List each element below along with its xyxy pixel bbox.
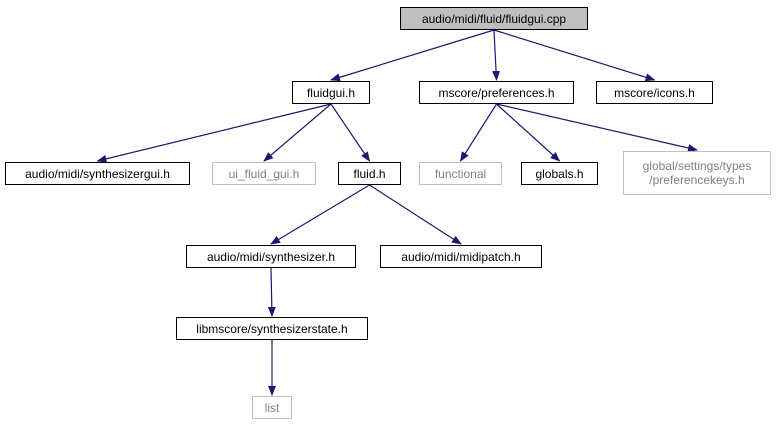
node-functional[interactable]: functional xyxy=(419,162,502,185)
edge-fluidgui_h-to-synthesizergui_h xyxy=(96,103,332,163)
node-synthesizer-h[interactable]: audio/midi/synthesizer.h xyxy=(186,245,356,268)
node-synthesizerstate-h[interactable]: libmscore/synthesizerstate.h xyxy=(176,317,368,340)
node-label: audio/midi/synthesizer.h xyxy=(206,249,336,264)
edge-fluid_h-to-synthesizer_h xyxy=(270,184,370,245)
node-label: functional xyxy=(434,166,487,181)
edge-fluidgui_h-to-ui_fluid_gui_h xyxy=(263,103,332,162)
edge-preferences_h-to-globals_h xyxy=(496,103,561,162)
node-label: ui_fluid_gui.h xyxy=(228,166,300,181)
edge-root-to-icons_h xyxy=(493,29,656,82)
edge-root-to-fluidgui_h xyxy=(330,29,495,82)
node-preferences-h[interactable]: mscore/preferences.h xyxy=(419,81,574,104)
node-midipatch-h[interactable]: audio/midi/midipatch.h xyxy=(380,245,542,268)
edge-fluidgui_h-to-fluid_h xyxy=(330,103,371,162)
node-label: fluidgui.h xyxy=(306,85,356,100)
node-fluidgui-h[interactable]: fluidgui.h xyxy=(292,81,370,104)
node-label-line2: /preferencekeys.h xyxy=(649,173,745,187)
node-synthesizergui-h[interactable]: audio/midi/synthesizergui.h xyxy=(5,162,190,185)
node-ui-fluid-gui-h[interactable]: ui_fluid_gui.h xyxy=(212,162,316,185)
node-icons-h[interactable]: mscore/icons.h xyxy=(596,81,713,104)
node-label: audio/midi/synthesizergui.h xyxy=(25,166,170,181)
node-list[interactable]: list xyxy=(252,396,292,419)
node-preferencekeys-h[interactable]: global/settings/types /preferencekeys.h xyxy=(623,151,771,195)
node-root-fluidgui-cpp[interactable]: audio/midi/fluid/fluidgui.cpp xyxy=(400,7,588,30)
node-label: mscore/preferences.h xyxy=(438,85,555,100)
node-label: global/settings/types /preferencekeys.h xyxy=(643,159,752,187)
edge-root-to-preferences_h xyxy=(492,29,501,81)
node-label: fluid.h xyxy=(353,166,386,181)
edge-preferences_h-to-functional xyxy=(459,103,498,162)
node-label: globals.h xyxy=(535,166,584,181)
edge-preferences_h-to-preferencekeys_h xyxy=(496,103,698,152)
node-label: list xyxy=(264,400,280,415)
node-label: audio/midi/midipatch.h xyxy=(401,249,521,264)
edge-fluid_h-to-midipatch_h xyxy=(369,184,462,245)
node-label: libmscore/synthesizerstate.h xyxy=(196,321,348,336)
node-label: mscore/icons.h xyxy=(614,85,695,100)
edge-synthesizer_h-to-synthesizerstate_h xyxy=(267,267,276,317)
node-fluid-h[interactable]: fluid.h xyxy=(338,162,401,185)
node-label: audio/midi/fluid/fluidgui.cpp xyxy=(421,11,567,26)
node-label-line1: global/settings/types xyxy=(642,159,752,173)
node-globals-h[interactable]: globals.h xyxy=(521,162,598,185)
